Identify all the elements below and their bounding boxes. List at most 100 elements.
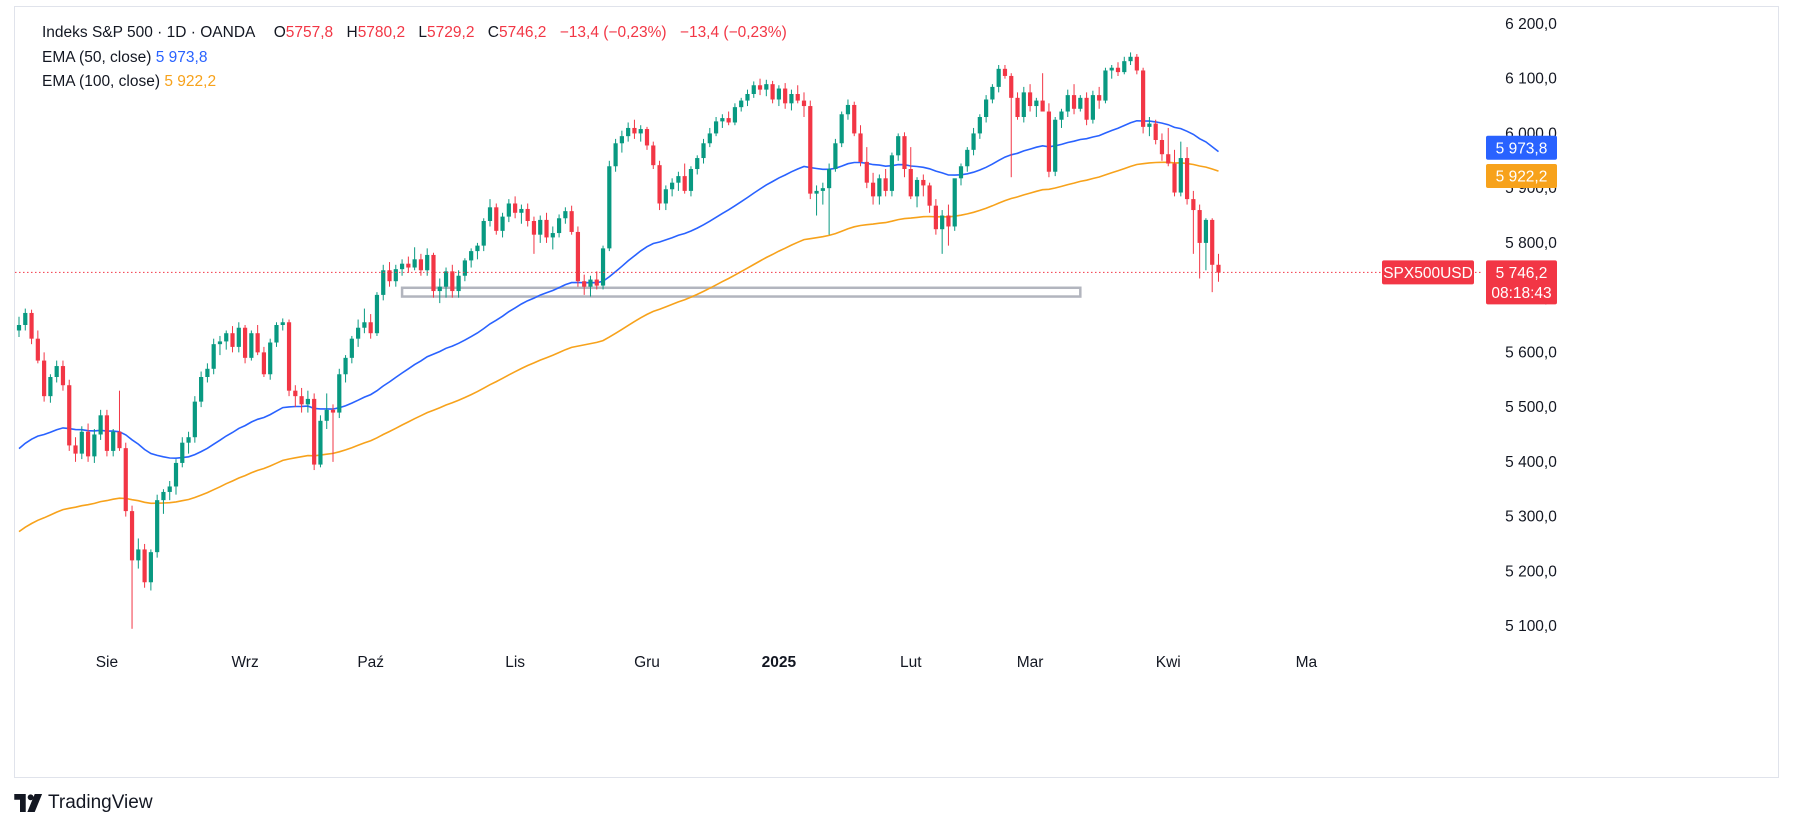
candle [1172,149,1177,197]
candle-body [180,442,185,463]
candle-body [877,178,882,197]
candle [1078,95,1083,112]
candle [1166,127,1171,167]
candle-body [35,338,40,361]
candle-body [1115,67,1121,73]
support-zone[interactable] [400,286,1082,298]
candle [600,245,606,290]
candle [1034,97,1039,117]
candle-body [1015,97,1020,117]
candle-body [670,182,675,190]
candle-body [908,169,913,197]
candle-body [155,500,160,553]
y-tick-label: 6 100,0 [1505,71,1557,88]
candle [1053,117,1058,177]
candle [255,325,260,356]
candle-body [958,166,964,179]
candle [324,393,329,429]
candle-body [745,94,750,101]
candle-body [1172,163,1177,193]
legend-ema100-label: EMA (100, close) [42,73,161,90]
candle-body [525,208,530,221]
candle-body [1109,67,1114,71]
candle [148,549,153,591]
ema50-axis-tag-text: 5 973,8 [1496,140,1548,157]
candle-body [462,260,467,276]
candle-body [494,207,499,231]
candle-body [619,136,624,144]
candle-body [1141,70,1146,127]
candle-body [657,165,662,204]
x-axis: Sie Wrz Paź Lis Gru 2025 Lut Mar Kwi Ma [96,654,1318,671]
candle-body [921,179,926,186]
chart-frame: 6 200,06 100,06 000,05 900,05 800,05 700… [14,6,1779,778]
candle [142,543,147,588]
candle [48,374,53,403]
support-zone-rect[interactable] [400,286,1082,298]
candle [883,169,888,197]
candle-body [1153,123,1158,140]
tradingview-logo[interactable]: TradingView [14,792,153,814]
candle [343,355,348,383]
candle-body [883,178,888,191]
candle-body [381,270,386,295]
candle-body [1103,70,1108,101]
symbol-tag-bg[interactable] [1382,260,1474,285]
candle [619,130,624,153]
candle-body [707,133,712,144]
candle [1115,62,1121,76]
candle [199,371,204,408]
candle [1159,133,1165,161]
candle-body [318,420,323,465]
candle-body [1122,61,1127,73]
candle [54,360,59,383]
candle [814,185,819,216]
candle [92,429,97,463]
ema50-line [18,119,1219,460]
candle [469,248,474,268]
candle [663,185,668,211]
candle [186,431,191,454]
candle [764,79,769,97]
legend-ema100-row[interactable]: EMA (100, close) 5 922,2 [42,70,796,95]
candle-body [971,133,976,150]
candle-body [217,341,223,345]
candle [908,147,913,200]
candle [16,316,22,338]
candle [312,393,317,471]
candle [205,363,210,383]
candle-body [54,366,59,377]
legend-title[interactable]: Indeks S&P 500 · 1D · OANDA [42,24,256,41]
candle-body [42,360,47,397]
candle-body [349,338,354,358]
candle-body [268,342,273,375]
price-chart[interactable]: 6 200,06 100,06 000,05 900,05 800,05 700… [15,7,1778,777]
candle [399,259,405,276]
candle [418,253,424,276]
candle-body [16,325,22,331]
candle-body [261,352,267,375]
candle [940,210,945,254]
candle [192,396,197,443]
candle-body [129,511,135,561]
candle-body [783,88,788,104]
legend-ema50-row[interactable]: EMA (50, close) 5 973,8 [42,46,796,71]
candle-body [1065,95,1070,112]
candle [330,404,336,462]
candle-body [192,401,197,438]
candle-body [588,279,593,287]
candle [858,125,863,167]
candle [613,138,618,172]
legend-ema50-label: EMA (50, close) [42,48,152,66]
candle-body [513,203,518,213]
candles [16,52,1221,629]
candle [550,226,555,250]
candle [299,387,304,413]
candle-body [1084,97,1089,120]
candle-body [607,166,612,249]
candle [563,207,568,224]
candle [286,319,292,397]
candle [946,204,951,246]
candle-body [770,84,775,100]
candle-body [475,245,480,252]
